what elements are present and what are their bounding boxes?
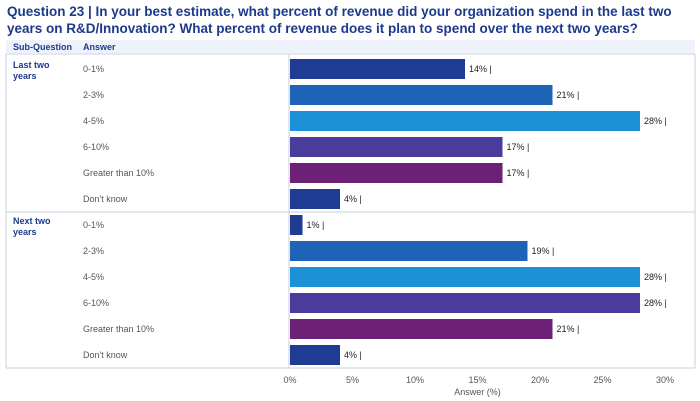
data-label: 4% | bbox=[344, 350, 362, 360]
x-tick-label: 10% bbox=[406, 375, 424, 385]
x-tick-label: 30% bbox=[656, 375, 674, 385]
category-label: Don't know bbox=[83, 194, 128, 204]
x-tick-label: 25% bbox=[593, 375, 611, 385]
data-label: 21% | bbox=[557, 324, 580, 334]
category-label: 2-3% bbox=[83, 246, 104, 256]
data-label: 1% | bbox=[307, 220, 325, 230]
bar bbox=[290, 267, 640, 287]
data-label: 19% | bbox=[532, 246, 555, 256]
category-label: 0-1% bbox=[83, 220, 104, 230]
data-label: 28% | bbox=[644, 298, 667, 308]
sub-question-header: Sub-Question bbox=[13, 42, 72, 52]
bar bbox=[290, 163, 503, 183]
data-label: 21% | bbox=[557, 90, 580, 100]
bar bbox=[290, 319, 553, 339]
category-label: 0-1% bbox=[83, 64, 104, 74]
category-label: 6-10% bbox=[83, 298, 109, 308]
table-header-background bbox=[6, 40, 695, 53]
data-label: 17% | bbox=[507, 168, 530, 178]
bar bbox=[290, 189, 340, 209]
category-label: 4-5% bbox=[83, 116, 104, 126]
x-tick-label: 0% bbox=[283, 375, 296, 385]
x-tick-label: 15% bbox=[468, 375, 486, 385]
bar bbox=[290, 85, 553, 105]
data-label: 4% | bbox=[344, 194, 362, 204]
x-axis-label: Answer (%) bbox=[454, 387, 501, 397]
category-label: 2-3% bbox=[83, 90, 104, 100]
data-label: 14% | bbox=[469, 64, 492, 74]
data-label: 28% | bbox=[644, 272, 667, 282]
chart-title: Question 23 | In your best estimate, wha… bbox=[7, 4, 672, 36]
x-tick-label: 5% bbox=[346, 375, 359, 385]
bar bbox=[290, 215, 303, 235]
group-label: Last two years bbox=[13, 60, 50, 81]
bar bbox=[290, 241, 528, 261]
bar bbox=[290, 293, 640, 313]
bar bbox=[290, 345, 340, 365]
bar bbox=[290, 111, 640, 131]
bar bbox=[290, 59, 465, 79]
category-label: Greater than 10% bbox=[83, 324, 154, 334]
data-label: 17% | bbox=[507, 142, 530, 152]
bar bbox=[290, 137, 503, 157]
x-tick-label: 20% bbox=[531, 375, 549, 385]
data-label: 28% | bbox=[644, 116, 667, 126]
category-label: Greater than 10% bbox=[83, 168, 154, 178]
category-label: Don't know bbox=[83, 350, 128, 360]
category-label: 6-10% bbox=[83, 142, 109, 152]
category-label: 4-5% bbox=[83, 272, 104, 282]
group-label: Next two years bbox=[13, 216, 51, 237]
answer-header: Answer bbox=[83, 42, 116, 52]
